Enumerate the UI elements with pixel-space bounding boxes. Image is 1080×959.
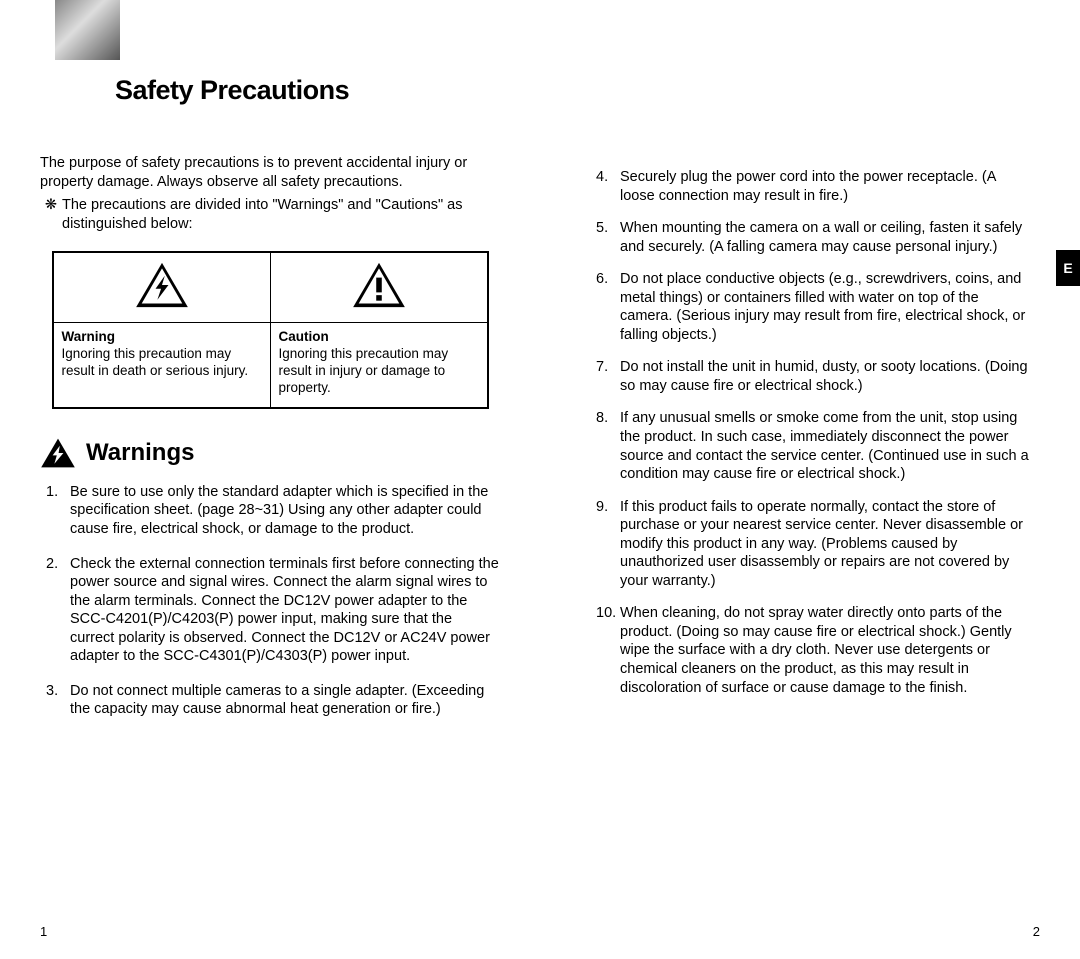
caution-desc: Ignoring this precaution may result in i… xyxy=(279,346,449,395)
list-item-text: Do not connect multiple cameras to a sin… xyxy=(70,682,500,719)
list-item-number: 3. xyxy=(40,682,70,719)
list-item-text: If this product fails to operate normall… xyxy=(620,498,1030,591)
list-item-text: Securely plug the power cord into the po… xyxy=(620,168,1030,205)
caution-label: Caution xyxy=(279,329,329,344)
bullet-line: ❋ The precautions are divided into "Warn… xyxy=(40,196,500,234)
page-left: Safety Precautions The purpose of safety… xyxy=(0,0,540,959)
list-item: 1.Be sure to use only the standard adapt… xyxy=(40,483,500,539)
list-item-number: 10. xyxy=(590,604,620,697)
list-item: 9.If this product fails to operate norma… xyxy=(590,498,1030,591)
warnings-heading-text: Warnings xyxy=(86,439,194,467)
list-item-text: Do not place conductive objects (e.g., s… xyxy=(620,270,1030,344)
bullet-text: The precautions are divided into "Warnin… xyxy=(62,196,500,234)
list-item: 5.When mounting the camera on a wall or … xyxy=(590,219,1030,256)
list-item-number: 7. xyxy=(590,358,620,395)
list-item: 3.Do not connect multiple cameras to a s… xyxy=(40,682,500,719)
list-item: 4.Securely plug the power cord into the … xyxy=(590,168,1030,205)
bullet-mark: ❋ xyxy=(40,196,62,234)
page-title: Safety Precautions xyxy=(115,75,500,106)
warning-desc: Ignoring this precaution may result in d… xyxy=(62,346,249,378)
bolt-triangle-icon xyxy=(40,437,76,469)
warning-icon-cell xyxy=(53,252,271,323)
warnings-heading: Warnings xyxy=(40,437,500,469)
list-item-number: 5. xyxy=(590,219,620,256)
list-item-text: Be sure to use only the standard adapter… xyxy=(70,483,500,539)
list-item-number: 1. xyxy=(40,483,70,539)
list-item: 2.Check the external connection terminal… xyxy=(40,555,500,666)
warning-label: Warning xyxy=(62,329,116,344)
list-item-text: When cleaning, do not spray water direct… xyxy=(620,604,1030,697)
warnings-list-right: 4.Securely plug the power cord into the … xyxy=(590,168,1030,697)
list-item-number: 4. xyxy=(590,168,620,205)
warning-desc-cell: Warning Ignoring this precaution may res… xyxy=(53,323,271,408)
page-spread: Safety Precautions The purpose of safety… xyxy=(0,0,1080,959)
language-tab: E xyxy=(1056,250,1080,286)
caution-desc-cell: Caution Ignoring this precaution may res… xyxy=(270,323,488,408)
list-item: 8.If any unusual smells or smoke come fr… xyxy=(590,409,1030,483)
caution-icon-cell xyxy=(270,252,488,323)
list-item: 10.When cleaning, do not spray water dir… xyxy=(590,604,1030,697)
warnings-list-left: 1.Be sure to use only the standard adapt… xyxy=(40,483,500,719)
list-item-number: 8. xyxy=(590,409,620,483)
intro-paragraph: The purpose of safety precautions is to … xyxy=(40,154,500,192)
list-item: 7.Do not install the unit in humid, dust… xyxy=(590,358,1030,395)
precaution-table: Warning Ignoring this precaution may res… xyxy=(52,251,489,409)
list-item-text: Do not install the unit in humid, dusty,… xyxy=(620,358,1030,395)
list-item-text: Check the external connection terminals … xyxy=(70,555,500,666)
bolt-triangle-icon xyxy=(134,261,190,309)
list-item-number: 9. xyxy=(590,498,620,591)
page-number-left: 1 xyxy=(40,924,47,939)
page-right: 4.Securely plug the power cord into the … xyxy=(540,0,1080,959)
list-item-number: 2. xyxy=(40,555,70,666)
excl-triangle-icon xyxy=(351,261,407,309)
list-item-text: If any unusual smells or smoke come from… xyxy=(620,409,1030,483)
list-item-number: 6. xyxy=(590,270,620,344)
page-number-right: 2 xyxy=(1033,924,1040,939)
list-item: 6.Do not place conductive objects (e.g.,… xyxy=(590,270,1030,344)
list-item-text: When mounting the camera on a wall or ce… xyxy=(620,219,1030,256)
decorative-photo xyxy=(55,0,120,60)
